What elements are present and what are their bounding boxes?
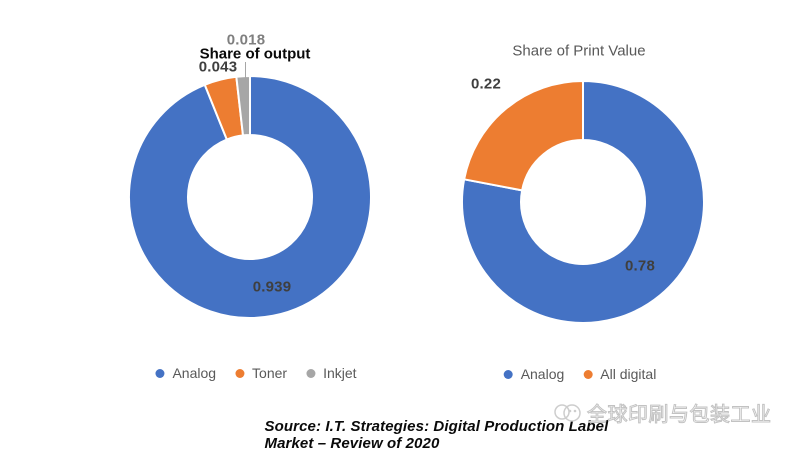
- legend-label-inkjet: Inkjet: [323, 365, 357, 381]
- data-label-analog-value: 0.78: [625, 257, 655, 275]
- donut-slice-inkjet: [235, 74, 251, 137]
- donut-slice-analog: [461, 80, 705, 324]
- watermark: 全球印刷与包装工业: [552, 398, 772, 427]
- data-label-analog-output: 0.939: [252, 278, 292, 296]
- data-label-toner: 0.043: [198, 58, 238, 76]
- legend-item-inkjet: Inkjet: [306, 365, 357, 381]
- donut-slice-all-digital: [463, 80, 584, 192]
- legend-share-of-output: Analog Toner Inkjet: [155, 365, 357, 381]
- source-caption: Source: I.T. Strategies: Digital Product…: [264, 418, 609, 452]
- watermark-text: 全球印刷与包装工业: [587, 404, 772, 427]
- legend-marker-inkjet-icon: [306, 368, 316, 378]
- legend-marker-analog-value-icon: [503, 369, 513, 379]
- watermark-logo-icon: [554, 403, 581, 422]
- legend-marker-toner-icon: [235, 368, 245, 378]
- legend-item-analog: Analog: [155, 365, 216, 381]
- legend-item-all-digital: All digital: [583, 366, 656, 382]
- legend-label-toner: Toner: [252, 365, 288, 381]
- legend-marker-all-digital-icon: [583, 369, 593, 379]
- legend-item-analog-value: Analog: [503, 366, 565, 382]
- data-label-inkjet: 0.018: [226, 31, 266, 49]
- donut-slice-analog: [128, 75, 372, 319]
- legend-label-analog: Analog: [172, 365, 217, 381]
- donut-share-of-print-value: [461, 80, 705, 324]
- leader-line-inkjet: [245, 62, 246, 80]
- legend-item-toner: Toner: [235, 365, 287, 381]
- chart-title-share-of-output: Share of output: [199, 45, 311, 63]
- legend-label-analog-value: Analog: [520, 366, 565, 382]
- legend-marker-analog-icon: [155, 368, 165, 378]
- donut-share-of-output: [128, 74, 372, 319]
- legend-label-all-digital: All digital: [600, 366, 657, 382]
- data-label-all-digital: 0.22: [471, 75, 501, 93]
- chart-title-share-of-print-value: Share of Print Value: [512, 42, 646, 60]
- legend-share-of-print-value: Analog All digital: [503, 366, 656, 382]
